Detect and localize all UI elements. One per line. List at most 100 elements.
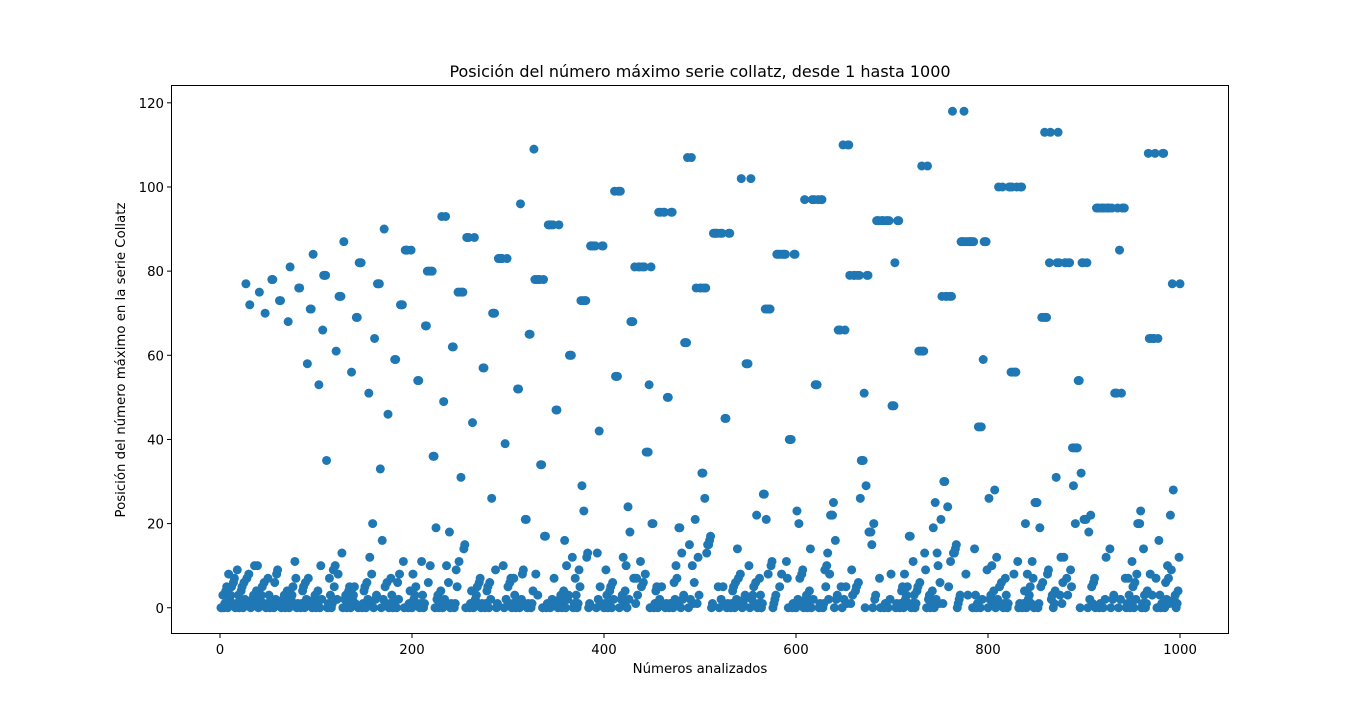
data-point xyxy=(1105,544,1115,554)
data-point xyxy=(869,519,879,529)
data-point xyxy=(830,535,840,545)
data-point xyxy=(1100,594,1110,604)
data-point xyxy=(436,586,446,596)
data-point xyxy=(527,599,537,609)
data-point xyxy=(1155,590,1165,600)
data-point xyxy=(868,603,878,613)
data-point xyxy=(698,468,708,478)
x-axis-label: Números analizados xyxy=(633,661,768,677)
data-point xyxy=(322,455,332,465)
data-point xyxy=(595,582,605,592)
data-point xyxy=(295,283,305,293)
data-point xyxy=(431,523,441,533)
data-point xyxy=(448,342,458,352)
data-point xyxy=(932,548,942,558)
data-point xyxy=(1051,472,1061,482)
data-point xyxy=(663,392,673,402)
data-point xyxy=(1132,569,1142,579)
data-point xyxy=(755,573,765,583)
data-point xyxy=(632,573,642,583)
data-point xyxy=(1084,527,1094,537)
data-point xyxy=(938,599,948,609)
data-point xyxy=(1066,565,1076,575)
data-point xyxy=(552,405,562,415)
data-point xyxy=(1013,556,1023,566)
data-point xyxy=(347,367,357,377)
data-point xyxy=(841,582,851,592)
data-point xyxy=(391,355,401,364)
data-point xyxy=(414,376,424,386)
data-point xyxy=(554,220,564,230)
data-point xyxy=(1035,523,1045,533)
data-point xyxy=(752,510,762,520)
data-point xyxy=(374,279,384,289)
data-point xyxy=(885,594,895,604)
data-point xyxy=(395,569,405,579)
data-point xyxy=(1173,586,1183,596)
data-point xyxy=(337,548,347,558)
data-point xyxy=(977,594,987,604)
data-point xyxy=(263,573,273,583)
data-point xyxy=(531,569,541,579)
data-point xyxy=(646,262,656,272)
data-point xyxy=(469,232,479,242)
data-point xyxy=(765,304,775,314)
data-point xyxy=(356,258,366,268)
data-point xyxy=(618,552,628,562)
x-tick-label: 400 xyxy=(591,643,616,658)
data-point xyxy=(598,241,608,251)
data-point xyxy=(609,594,619,604)
data-point xyxy=(740,590,750,600)
data-point xyxy=(1124,590,1134,600)
data-point xyxy=(623,502,633,512)
data-point xyxy=(890,258,900,268)
data-point xyxy=(392,603,402,613)
data-point xyxy=(1065,258,1075,268)
data-point xyxy=(1042,312,1052,322)
data-point xyxy=(252,561,262,571)
data-point xyxy=(370,333,380,343)
data-point xyxy=(693,552,703,562)
data-point xyxy=(763,569,773,579)
data-point xyxy=(410,590,420,600)
data-point xyxy=(336,291,346,301)
data-point xyxy=(971,590,981,600)
x-tick-label: 200 xyxy=(399,643,424,658)
data-point xyxy=(563,590,573,600)
data-point xyxy=(997,182,1007,192)
data-point xyxy=(394,594,404,604)
data-point xyxy=(992,552,1002,562)
data-point xyxy=(1009,569,1019,579)
data-point xyxy=(491,565,501,575)
data-point xyxy=(840,325,850,335)
data-point xyxy=(657,582,667,592)
data-point xyxy=(450,599,460,609)
data-point xyxy=(798,565,808,575)
data-point xyxy=(875,573,885,583)
data-point xyxy=(1086,510,1096,520)
data-point xyxy=(687,561,697,571)
data-point xyxy=(270,578,280,588)
data-point xyxy=(672,573,682,583)
data-point xyxy=(771,590,781,600)
data-point xyxy=(935,578,945,588)
data-point xyxy=(332,594,342,604)
data-point xyxy=(1075,603,1085,613)
data-point xyxy=(1115,245,1125,255)
data-point xyxy=(484,603,494,613)
data-point xyxy=(622,603,632,613)
data-point xyxy=(592,548,602,558)
data-point xyxy=(889,401,899,411)
data-point xyxy=(919,346,929,356)
data-point xyxy=(975,603,985,613)
data-point xyxy=(254,287,264,297)
data-point xyxy=(226,590,236,600)
data-point xyxy=(920,548,930,558)
data-point xyxy=(594,426,604,436)
data-point xyxy=(1063,590,1073,600)
data-point xyxy=(871,590,881,600)
data-point xyxy=(371,590,381,600)
data-point xyxy=(232,565,242,575)
data-point xyxy=(490,308,500,318)
data-point xyxy=(425,561,435,571)
